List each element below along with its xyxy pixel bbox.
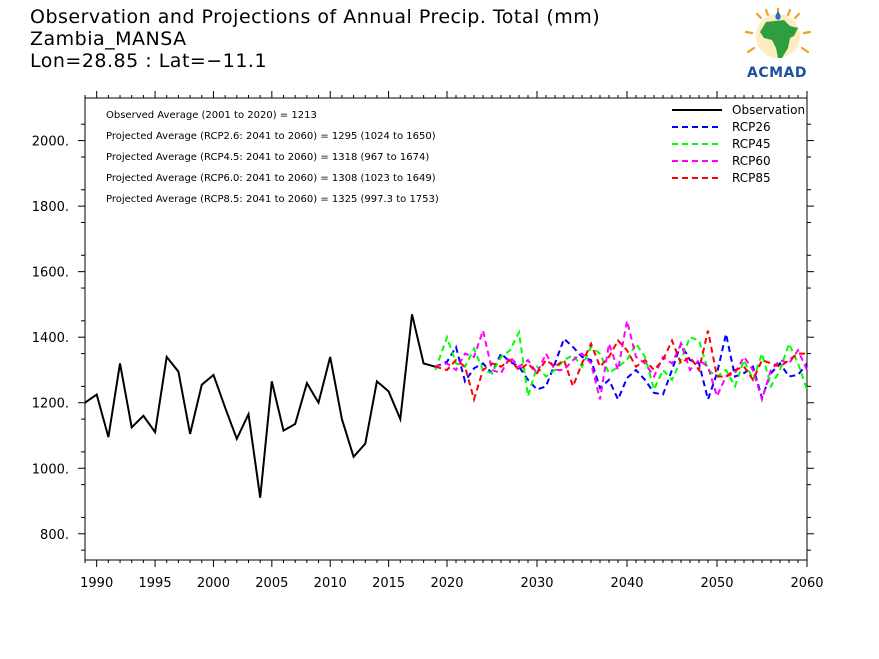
series-line-rcp26	[434, 333, 808, 403]
x-tick-label: 2015	[372, 576, 405, 591]
statistics-annotations: Observed Average (2001 to 2020) = 1213 Pr…	[106, 110, 439, 205]
stat-annotation: Projected Average (RCP4.5: 2041 to 2060)…	[106, 152, 429, 163]
y-tick-label: 1200.	[32, 397, 69, 412]
stat-annotation: Projected Average (RCP8.5: 2041 to 2060)…	[106, 194, 439, 205]
stat-annotation: Projected Average (RCP6.0: 2041 to 2060)…	[106, 173, 436, 184]
station-coordinates: Lon=28.85 : Lat=−11.1	[30, 50, 268, 72]
x-tick-label: 2000	[197, 576, 230, 591]
stat-annotation: Projected Average (RCP2.6: 2041 to 2060)…	[106, 131, 436, 142]
acmad-logo: ACMAD	[738, 6, 818, 82]
chart-title: Observation and Projections of Annual Pr…	[30, 6, 601, 28]
x-tick-label: 2010	[314, 576, 347, 591]
x-tick-label: 1995	[139, 576, 172, 591]
title-block: Observation and Projections of Annual Pr…	[30, 6, 600, 72]
x-tick-label: 2060	[790, 576, 823, 591]
y-tick-label: 800.	[40, 528, 69, 543]
y-tick-label: 1400.	[32, 331, 69, 346]
axis-ticks	[78, 91, 814, 567]
y-tick-label: 1000.	[32, 462, 69, 477]
x-tick-label: 2030	[520, 576, 553, 591]
africa-map-sun-icon	[744, 6, 812, 58]
x-tick-label: 2020	[430, 576, 463, 591]
stat-annotation: Observed Average (2001 to 2020) = 1213	[106, 110, 317, 121]
x-tick-labels: 1990 1995 2000 2005 2010 2015 2020 2030 2040 2050…	[80, 576, 823, 591]
y-tick-label: 1600.	[32, 266, 69, 281]
x-tick-label: 2005	[255, 576, 288, 591]
series-line-rcp45	[434, 328, 808, 397]
x-tick-label: 2050	[700, 576, 733, 591]
legend-label-rcp26: RCP26	[732, 120, 771, 134]
y-tick-label: 1800.	[32, 200, 69, 215]
station-name: Zambia_MANSA	[30, 28, 187, 50]
legend-label-rcp60: RCP60	[732, 154, 771, 168]
x-tick-label: 1990	[80, 576, 113, 591]
series-line-rcp85	[435, 330, 807, 403]
logo-text: ACMAD	[747, 65, 807, 81]
series-line-rcp60	[435, 320, 808, 403]
legend: Observation RCP26 RCP45 RCP60 RCP85	[672, 103, 805, 185]
y-tick-label: 2000.	[32, 135, 69, 150]
legend-label-observation: Observation	[732, 103, 805, 117]
legend-label-rcp45: RCP45	[732, 137, 771, 151]
series-line-observation	[84, 314, 436, 498]
legend-label-rcp85: RCP85	[732, 171, 771, 185]
series-group	[84, 314, 808, 498]
x-tick-label: 2040	[610, 576, 643, 591]
plot-frame	[84, 97, 808, 561]
y-tick-labels: 800. 1000. 1200. 1400. 1600. 1800. 2000.	[32, 135, 69, 543]
